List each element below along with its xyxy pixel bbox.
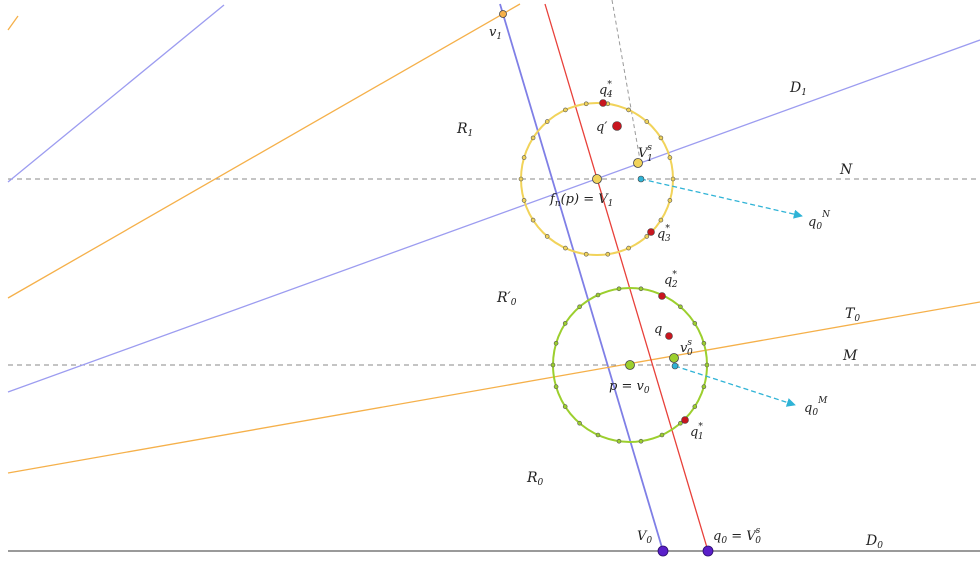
label-q0n: q0N [808,210,831,232]
yellow-circle-dot [544,234,550,239]
label-r1: R1 [456,121,473,139]
green-circle-dot [678,304,683,310]
green-circle-dot [638,286,644,292]
green-circle-dot [701,340,707,346]
label-v0: V0 [637,529,652,546]
point-n-intersection [637,175,645,183]
yellow-circle-dot [544,119,550,124]
point-p-v0 [625,360,635,370]
yellow-circle-dot [667,155,673,160]
label-q3: q* 3 [657,224,671,244]
yellow-circle-dot [644,119,650,124]
label-m: M [842,348,858,364]
point-v0s [669,353,679,363]
green-circle-dot [553,340,559,346]
label-t0: T0 [845,306,860,324]
green-circle-dot [692,321,698,326]
green-circle-dot [595,432,601,438]
label-q1: q* 1 [690,422,704,442]
label-d0: D0 [865,533,883,551]
point-v1s [633,158,643,168]
vertex-q0-v0s [702,545,714,557]
arrow-to-q0n [640,178,803,219]
label-q0-v0s: q0 = Vs 0 [713,526,761,546]
blue-line-d1 [7,39,980,393]
green-circle-dot [562,404,568,409]
point-qprime [612,121,622,131]
green-circle-dot [550,362,556,368]
yellow-circle-dot [658,135,664,141]
label-fnp: fn(p) = V1 [549,192,613,209]
green-circle-dot [701,384,707,390]
green-circle-dot [577,304,582,310]
blue-line-steep [499,3,664,552]
yellow-circle-dot [563,107,568,113]
yellow-circle-dot [605,251,611,257]
label-q2: q* 2 [664,270,678,290]
green-circle-dot [616,286,622,292]
yellow-circle-dot [583,101,589,107]
yellow-circle-dot [658,217,664,223]
label-v1s: Vs 1 [638,143,653,164]
point-q [665,332,673,340]
label-d1: D1 [789,80,807,98]
label-q4: q* 4 [599,80,613,100]
label-r0prime: R′0 [496,290,517,308]
yellow-circle-dot [530,135,536,141]
label-v1: v1 [489,25,502,42]
label-p-v0: p = v0 [609,379,650,396]
yellow-circle-dot [644,234,650,239]
label-q0m: q0M [804,396,828,418]
yellow-circle-dot [530,217,536,223]
blue-line-left [7,4,225,183]
green-circle-dot [692,404,698,409]
green-circle-dot [616,438,622,444]
green-circle-dot [553,384,559,390]
label-n: N [839,162,853,178]
yellow-circle-dot [667,198,673,203]
green-circle-dot [704,362,710,368]
yellow-circle-dot [518,176,524,182]
yellow-circle-dot [626,107,631,113]
green-circle-dot [678,420,683,426]
red-line [544,3,709,552]
label-qprime: q′ [596,120,607,135]
point-q2 [658,292,666,300]
green-circle-dot [562,321,568,326]
yellow-circle-dot [521,198,527,203]
point-q4 [599,99,607,107]
yellow-circle-dot [563,245,568,251]
green-circle-dot [577,420,582,426]
green-circle-dot [659,432,665,438]
point-v1 [499,10,507,18]
point-q3 [647,228,655,236]
label-r0: R0 [526,470,544,488]
yellow-circle-dot [583,251,589,257]
green-circle-dot [638,438,644,444]
yellow-circle-dot [521,155,527,160]
point-q1 [681,416,689,424]
green-circle-dots [550,286,710,444]
yellow-circle-dot [670,176,676,182]
vertex-v0 [657,545,669,557]
green-circle-dot [595,292,601,298]
orange-line-top [7,3,521,299]
point-m-intersection [671,362,679,370]
orange-line-short [7,15,19,31]
point-v1-center [592,174,602,184]
label-q: q [654,322,662,337]
orange-line-t0 [7,301,980,474]
label-v0s: vs 0 [680,338,693,358]
dashed-gray-diagonal [611,0,641,161]
yellow-circle-dot [626,245,631,251]
arrow-to-q0m [674,365,796,407]
yellow-circle-dots [518,101,676,257]
